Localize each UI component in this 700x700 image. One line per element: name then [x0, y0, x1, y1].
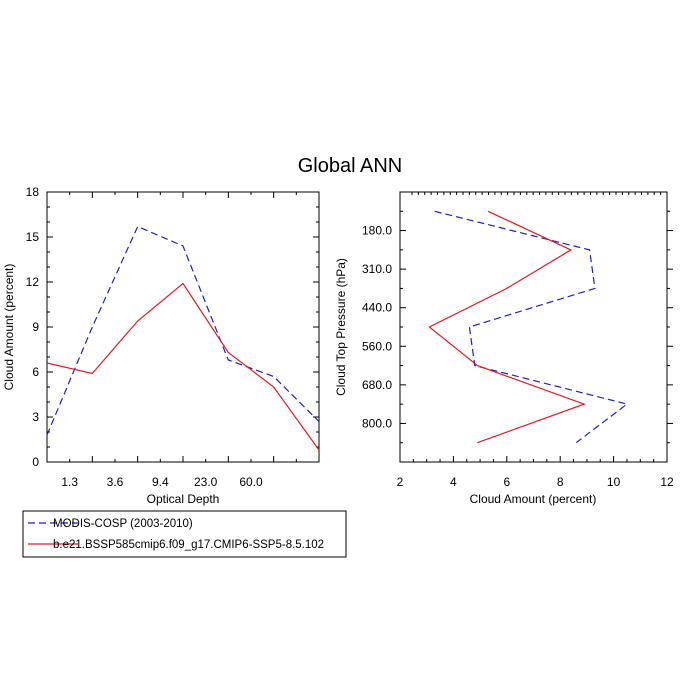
left-y-tick-label: 0	[32, 455, 39, 469]
left-x-tick-label: 1.3	[61, 475, 78, 489]
right-x-tick-label: 4	[450, 475, 457, 489]
legend-box	[22, 510, 347, 558]
right-x-tick-label: 2	[397, 475, 404, 489]
right-x-tick-label: 12	[660, 475, 674, 489]
left-series	[46, 225, 320, 451]
right-series-line-obs	[434, 210, 629, 444]
right-y-tick-label: 800.0	[362, 416, 392, 430]
left-series-line-obs	[46, 225, 320, 436]
right-series-line-model	[428, 210, 586, 444]
left-axes: 1.3 3.6 9.4 23.0 60.0 0 3 6 9 12 15 18	[26, 185, 320, 489]
right-y-tick-label: 680.0	[362, 378, 392, 392]
left-y-axis-label: Cloud Amount (percent)	[2, 264, 16, 391]
left-y-tick-label: 12	[26, 275, 40, 289]
right-y-axis-label: Cloud Top Pressure (hPa)	[334, 258, 348, 396]
left-y-tick-label: 15	[26, 230, 40, 244]
left-x-axis-label: Optical Depth	[147, 492, 220, 506]
left-y-tick-label: 9	[32, 320, 39, 334]
legend: MODIS-COSP (2003-2010) b.e21.BSSP585cmip…	[22, 510, 347, 558]
right-series	[428, 210, 629, 444]
right-x-axis-label: Cloud Amount (percent)	[470, 492, 597, 506]
legend-label-obs: MODIS-COSP (2003-2010)	[53, 518, 193, 530]
left-y-tick-label: 3	[32, 410, 39, 424]
left-y-tick-label: 18	[26, 185, 40, 199]
figure-title: Global ANN	[298, 155, 403, 177]
right-x-tick-label: 10	[607, 475, 621, 489]
right-y-tick-label: 180.0	[362, 224, 392, 238]
legend-label-model: b.e21.BSSP585cmip6.f09_g17.CMIP6-SSP5-8.…	[53, 539, 324, 551]
left-series-line-model	[46, 282, 320, 451]
right-y-tick-label: 560.0	[362, 339, 392, 353]
left-x-tick-label: 23.0	[194, 475, 218, 489]
right-x-tick-label: 8	[557, 475, 564, 489]
right-panel: 2 4 6 8 10 12 180.0 310.0 440.0 560.0 680.0 800.0 C…	[334, 191, 674, 506]
left-plot-frame	[46, 191, 320, 463]
right-axes: 2 4 6 8 10 12 180.0 310.0 440.0 560.0 680.0 800.0	[362, 192, 674, 489]
right-x-tick-label: 6	[503, 475, 510, 489]
right-y-tick-label: 440.0	[362, 301, 392, 315]
left-x-tick-label: 9.4	[152, 475, 169, 489]
left-x-tick-label: 3.6	[107, 475, 124, 489]
left-y-tick-label: 6	[32, 365, 39, 379]
left-panel: 1.3 3.6 9.4 23.0 60.0 0 3 6 9 12 15 18 Optical Dept…	[2, 185, 320, 506]
left-x-tick-label: 60.0	[239, 475, 263, 489]
right-y-tick-label: 310.0	[362, 262, 392, 276]
